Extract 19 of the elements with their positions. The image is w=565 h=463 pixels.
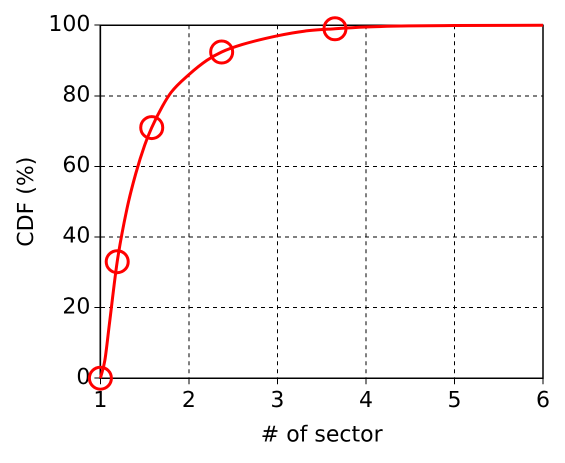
y-tick-label: 60 [62, 153, 90, 178]
x-tick-label: 6 [536, 388, 550, 414]
y-tick-label: 40 [62, 224, 90, 249]
x-tick-label: 2 [182, 388, 196, 414]
y-tick-label: 80 [62, 82, 90, 108]
point [209, 40, 234, 65]
point [104, 249, 130, 274]
y-axis-title: CDF (%) [14, 156, 39, 247]
x-tick-label: 5 [447, 388, 462, 414]
x-axis-title: # of sector [260, 422, 384, 448]
x-tick-label: 4 [358, 388, 373, 414]
point [88, 366, 113, 391]
y-tick-label: 0 [76, 364, 90, 390]
point [139, 115, 164, 140]
x-tick-label: 1 [93, 388, 108, 414]
y-tick-label: 20 [62, 294, 90, 320]
point [322, 16, 348, 42]
x-tick-label: 3 [270, 388, 284, 414]
y-tick-label: 100 [48, 12, 90, 37]
